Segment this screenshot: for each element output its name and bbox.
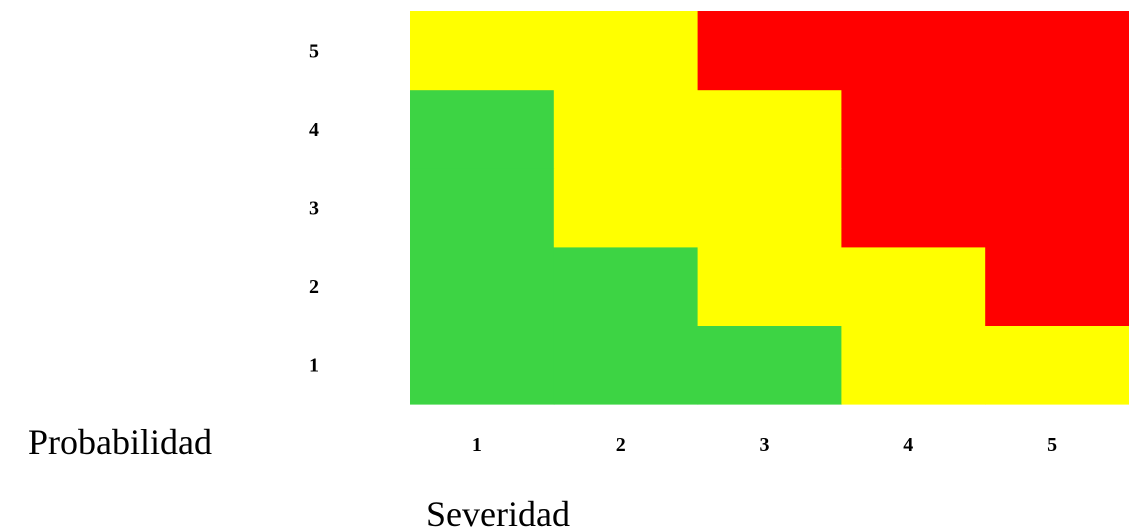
heatmap-cell-s3-p1 xyxy=(697,325,842,405)
heatmap-cell-s3-p4 xyxy=(697,89,842,169)
heatmap-cell-s2-p2 xyxy=(553,246,699,326)
heatmap-cell-s2-p1 xyxy=(553,325,699,405)
x-axis-ticks: 1 2 3 4 5 xyxy=(472,434,1057,456)
heatmap-cell-s5-p1 xyxy=(985,325,1129,405)
y-tick-label: 2 xyxy=(309,276,319,298)
heatmap-cell-s5-p5 xyxy=(985,11,1129,91)
heatmap-cell-s4-p1 xyxy=(841,325,986,405)
heatmap-cells xyxy=(410,11,1129,405)
heatmap-cell-s1-p5 xyxy=(410,11,555,91)
heatmap-cell-s1-p4 xyxy=(410,89,555,169)
heatmap-cell-s5-p2 xyxy=(985,246,1129,326)
heatmap-cell-s2-p4 xyxy=(553,89,699,169)
heatmap-cell-s5-p3 xyxy=(985,168,1129,248)
x-tick-label: 3 xyxy=(760,434,770,456)
heatmap-cell-s3-p3 xyxy=(697,168,842,248)
y-axis-title: Probabilidad xyxy=(28,422,212,462)
heatmap-cell-s3-p5 xyxy=(697,11,842,91)
heatmap-cell-s4-p4 xyxy=(841,89,986,169)
x-tick-label: 5 xyxy=(1047,434,1057,456)
heatmap-cell-s1-p3 xyxy=(410,168,555,248)
x-tick-label: 2 xyxy=(616,434,626,456)
heatmap-cell-s3-p2 xyxy=(697,246,842,326)
y-axis-ticks: 1 2 3 4 5 xyxy=(309,40,319,376)
heatmap-cell-s4-p2 xyxy=(841,246,986,326)
y-tick-label: 4 xyxy=(309,119,319,141)
heatmap-cell-s5-p4 xyxy=(985,89,1129,169)
y-tick-label: 5 xyxy=(309,40,319,62)
y-tick-label: 3 xyxy=(309,198,319,220)
heatmap-cell-s4-p5 xyxy=(841,11,986,91)
x-tick-label: 4 xyxy=(903,434,913,456)
y-tick-label: 1 xyxy=(309,355,319,377)
x-axis-title: Severidad xyxy=(426,494,570,530)
heatmap-cell-s1-p1 xyxy=(410,325,555,405)
heatmap-cell-s2-p3 xyxy=(553,168,699,248)
x-tick-label: 1 xyxy=(472,434,482,456)
heatmap-cell-s1-p2 xyxy=(410,246,555,326)
heatmap-cell-s4-p3 xyxy=(841,168,986,248)
heatmap-cell-s2-p5 xyxy=(553,11,699,91)
